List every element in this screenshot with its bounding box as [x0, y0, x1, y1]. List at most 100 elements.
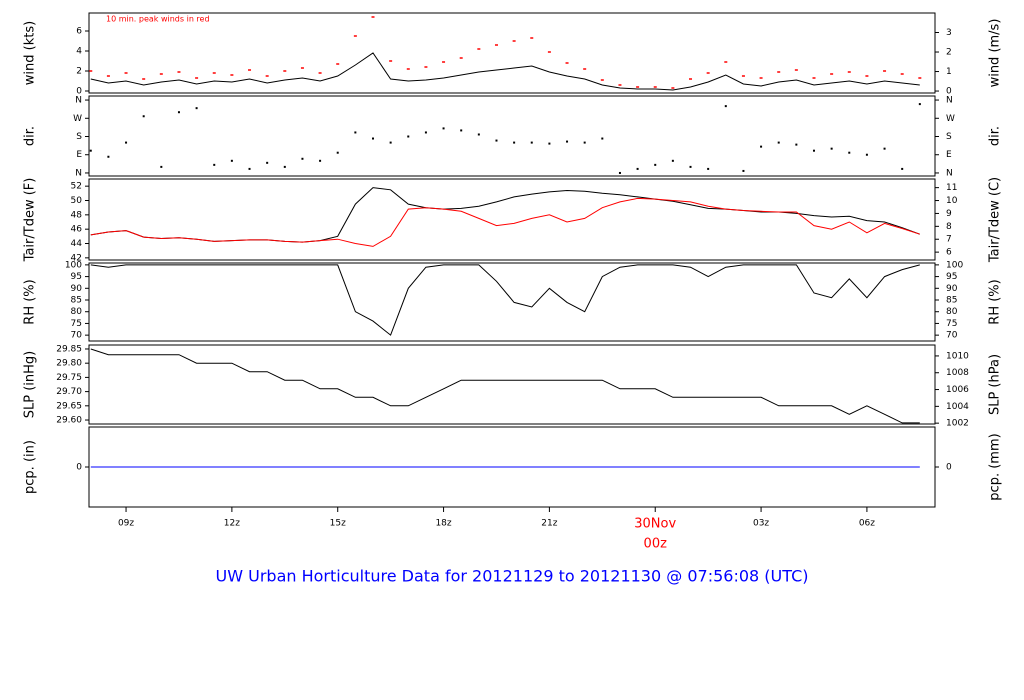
y-tick-label: 44	[71, 239, 83, 249]
dir-point	[125, 141, 128, 144]
peak-point	[900, 73, 904, 75]
y2-tick-label: S	[946, 132, 952, 142]
peak-point	[265, 75, 269, 77]
peak-point	[512, 40, 516, 42]
dir-point	[830, 147, 833, 150]
dir-point	[319, 159, 322, 162]
x-tick-label: 21z	[541, 519, 557, 529]
dir-point	[760, 145, 763, 148]
peak-point	[618, 84, 622, 86]
x-date-label: 30Nov	[634, 517, 676, 532]
y-tick-label: 6	[76, 27, 82, 37]
peak-point	[494, 44, 498, 46]
peak-point	[724, 61, 728, 63]
dir-point	[248, 167, 251, 170]
y2-tick-label: 95	[946, 272, 957, 282]
panel-frame	[88, 262, 936, 342]
peak-point	[424, 66, 428, 68]
panel-frame	[88, 344, 936, 425]
data-line	[90, 52, 920, 91]
y2-axis-label: dir.	[988, 126, 1003, 146]
peak-point	[195, 77, 199, 79]
panel-frame	[88, 95, 936, 177]
y-tick-label: 29.85	[56, 344, 82, 354]
peak-point	[283, 70, 287, 72]
dir-point	[89, 149, 92, 152]
y2-tick-label: 1002	[946, 419, 969, 429]
y2-tick-label: 10	[946, 196, 958, 206]
y2-tick-label: 1	[946, 67, 952, 77]
y-tick-label: E	[76, 150, 82, 160]
peak-point	[89, 70, 93, 72]
y2-tick-label: 70	[946, 331, 958, 341]
y2-tick-label: 1008	[946, 368, 969, 378]
dir-point	[354, 131, 357, 134]
dir-point	[530, 141, 533, 144]
peak-point	[530, 37, 534, 39]
y-tick-label: 29.60	[56, 416, 82, 426]
peak-point	[565, 62, 569, 64]
dir-point	[707, 167, 710, 170]
y-tick-label: 0	[76, 87, 82, 97]
peak-point	[759, 77, 763, 79]
data-line	[90, 264, 920, 336]
dir-point	[424, 131, 427, 134]
dir-point	[566, 140, 569, 143]
y2-tick-label: 11	[946, 183, 957, 193]
y2-tick-label: 1004	[946, 402, 969, 412]
y2-axis-label: SLP (hPa)	[988, 354, 1003, 415]
dir-point	[371, 137, 374, 140]
y-tick-label: 48	[71, 210, 83, 220]
y-tick-label: 50	[71, 196, 83, 206]
y2-tick-label: W	[946, 114, 955, 124]
peak-point	[442, 61, 446, 63]
peak-point	[300, 67, 304, 69]
peak-point	[794, 69, 798, 71]
peak-point	[583, 68, 587, 70]
y-axis-label: pcp. (in)	[23, 440, 38, 494]
y2-tick-label: N	[946, 168, 953, 178]
dir-point	[795, 143, 798, 146]
peak-point	[636, 86, 640, 88]
y-tick-label: W	[73, 114, 82, 124]
peak-point	[142, 78, 146, 80]
y2-axis-label: Tair/Tdew (C)	[988, 177, 1003, 263]
x-tick-label: 00z	[644, 537, 668, 552]
y-tick-label: 52	[71, 182, 82, 192]
dir-point	[107, 155, 110, 158]
dir-point	[213, 163, 216, 166]
y-tick-label: 75	[71, 319, 82, 329]
dir-point	[160, 165, 163, 168]
data-line	[90, 348, 920, 424]
peak-point	[124, 72, 128, 74]
dir-point	[477, 133, 480, 136]
dir-point	[230, 159, 233, 162]
peak-point	[600, 79, 604, 81]
y2-tick-label: 3	[946, 28, 952, 38]
dir-point	[812, 149, 815, 152]
y-tick-label: N	[75, 96, 82, 106]
dir-point	[601, 137, 604, 140]
y2-tick-label: 8	[946, 222, 952, 232]
peak-point	[830, 73, 834, 75]
peak-point	[371, 16, 375, 18]
peak-point	[318, 72, 322, 74]
dir-point	[583, 141, 586, 144]
peak-point	[177, 71, 181, 73]
y2-tick-label: 2	[946, 48, 952, 58]
y2-tick-label: 1006	[946, 385, 969, 395]
dir-point	[918, 103, 921, 106]
peak-point	[689, 78, 693, 80]
y2-tick-label: 9	[946, 209, 952, 219]
y2-tick-label: 80	[946, 307, 958, 317]
dir-point	[777, 141, 780, 144]
dir-point	[336, 151, 339, 154]
peak-point	[336, 63, 340, 65]
y-tick-label: 85	[71, 296, 82, 306]
y-axis-label: RH (%)	[23, 279, 38, 324]
peak-point	[106, 75, 110, 77]
y-tick-label: 42	[71, 253, 82, 263]
y-axis-label: Tair/Tdew (F)	[23, 178, 38, 263]
dir-point	[724, 105, 727, 108]
peak-point	[671, 87, 675, 89]
